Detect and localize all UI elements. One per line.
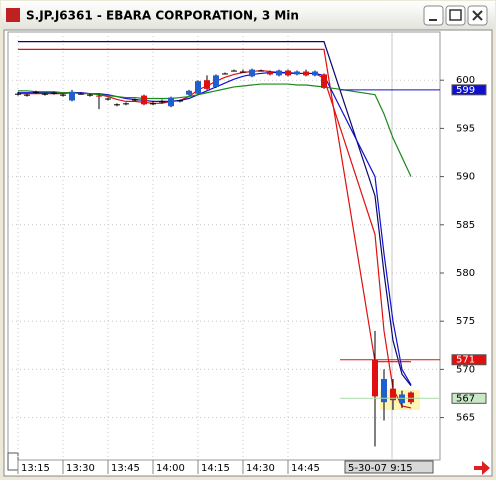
candle-body — [285, 70, 291, 76]
candle-body — [132, 99, 138, 101]
price-marker-label: 571 — [456, 355, 475, 366]
price-marker-label: 567 — [456, 393, 475, 404]
candle-body — [42, 93, 48, 95]
indicator-line — [18, 41, 412, 387]
candle-body — [24, 94, 30, 96]
candle-body — [231, 70, 237, 72]
candle-body — [267, 71, 273, 75]
price-marker — [451, 354, 487, 366]
candle-body — [159, 101, 165, 103]
candle-body — [186, 90, 192, 95]
y-tick-label: 585 — [456, 220, 475, 231]
indicator-line — [18, 48, 411, 363]
x-tick-label: 14:00 — [156, 463, 185, 474]
candle-body — [150, 103, 156, 105]
date-box — [344, 460, 434, 474]
candle-body — [276, 70, 282, 76]
close-button[interactable] — [467, 5, 488, 26]
y-tick-label: 565 — [456, 413, 475, 424]
candle-body — [222, 73, 228, 75]
candle-body — [177, 100, 183, 102]
candle-body — [213, 75, 219, 87]
candle-body — [204, 80, 210, 89]
candle-body — [258, 70, 264, 72]
candle-body — [408, 392, 414, 403]
title-bar — [1, 1, 495, 29]
y-tick-label: 570 — [456, 364, 475, 375]
candle-body — [390, 388, 396, 401]
candle-body — [114, 104, 120, 106]
candle-body — [240, 71, 246, 73]
price-marker — [451, 392, 487, 404]
plot-area — [7, 31, 441, 461]
scroll-right-arrow[interactable] — [474, 461, 490, 475]
window-title: S.JP.J6361 - EBARA CORPORATION, 3 Min — [26, 9, 299, 23]
candle-body — [168, 97, 174, 107]
y-tick-label: 580 — [456, 268, 475, 279]
candle-body — [249, 69, 255, 77]
y-tick-label: 590 — [456, 172, 475, 183]
candle-body — [60, 94, 66, 96]
x-tick-label: 5-30-07 9:15 — [348, 463, 413, 474]
candle-body — [78, 93, 84, 95]
indicator-line — [18, 83, 412, 177]
candle-body — [96, 95, 102, 97]
x-tick-label: 13:30 — [66, 463, 95, 474]
app-icon — [6, 8, 20, 22]
candle-body — [141, 95, 147, 105]
price-marker-label: 599 — [456, 85, 475, 96]
y-tick-label: 575 — [456, 316, 475, 327]
x-tick-label: 14:45 — [291, 463, 320, 474]
candle-body — [87, 94, 93, 96]
candle-body — [381, 379, 387, 403]
x-tick-label: 13:45 — [111, 463, 140, 474]
candle-body — [105, 98, 111, 100]
candle-body — [69, 91, 75, 101]
scroll-handle[interactable] — [7, 452, 19, 471]
minimize-button[interactable] — [423, 5, 444, 26]
maximize-button[interactable] — [445, 5, 466, 26]
candle-body — [312, 71, 318, 76]
x-tick-label: 14:15 — [201, 463, 230, 474]
y-tick-label: 600 — [456, 75, 475, 86]
candle-body — [321, 74, 327, 88]
candle-body — [15, 93, 21, 95]
candle-body — [33, 91, 39, 93]
y-tick-label: 595 — [456, 123, 475, 134]
price-marker — [451, 84, 487, 96]
candle-body — [294, 71, 300, 75]
candle-body — [195, 81, 201, 94]
x-tick-label: 13:15 — [21, 463, 50, 474]
candle-body — [372, 359, 378, 397]
candle-body — [123, 103, 129, 105]
candle-body — [303, 71, 309, 76]
candle-body — [51, 92, 57, 94]
x-tick-label: 14:30 — [246, 463, 275, 474]
